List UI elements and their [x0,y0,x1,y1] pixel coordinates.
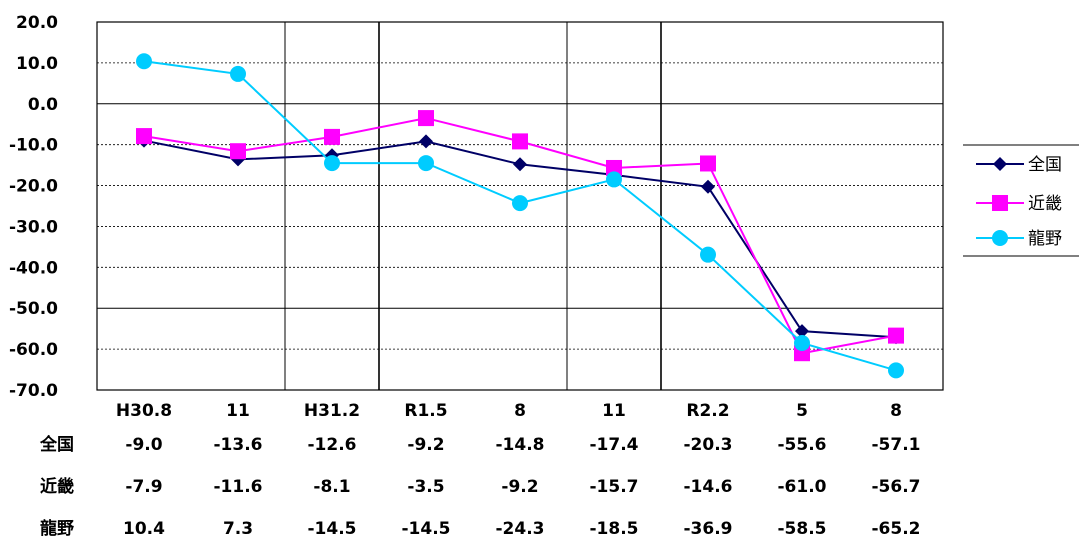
legend-label: 全国 [1028,155,1062,175]
data-point [700,246,716,263]
table-cell: -36.9 [684,519,733,538]
table-cell: -14.6 [684,477,733,497]
table-cell: -14.8 [496,435,545,455]
x-tick-label: R1.5 [404,401,447,421]
data-point [701,179,715,194]
legend-marker [993,157,1007,171]
data-point [606,171,622,188]
data-point [888,327,904,344]
y-tick-label: 20.0 [16,13,58,33]
data-point [512,133,528,150]
y-tick-label: -20.0 [9,177,58,197]
legend-marker [992,195,1008,211]
data-point [418,155,434,172]
y-tick-label: -40.0 [9,258,58,278]
data-point [324,128,340,145]
table-cell: -15.7 [590,477,639,497]
table-cell: -13.6 [214,435,263,455]
table-cell: -11.6 [214,477,263,497]
legend-label: 龍野 [1028,229,1062,249]
data-point [418,110,434,127]
table-cell: -14.5 [308,519,357,538]
x-tick-label: H30.8 [116,401,172,421]
table-cell: -57.1 [872,435,921,455]
x-tick-label: R2.2 [686,401,729,421]
data-point [419,134,433,149]
data-point [136,53,152,70]
legend-marker [992,230,1008,246]
series-line [143,60,897,372]
table-cell: -17.4 [590,435,639,455]
data-point [795,324,809,339]
data-point [700,155,716,172]
y-tick-label: -60.0 [9,340,58,360]
data-point [513,157,527,172]
y-tick-label: -70.0 [9,381,58,401]
table-cell: -65.2 [872,519,921,538]
table-cell: -61.0 [778,477,827,497]
table-cell: -3.5 [407,477,444,497]
data-point [512,195,528,212]
table-cell: -58.5 [778,519,827,538]
y-tick-label: 0.0 [28,95,58,115]
y-tick-label: -50.0 [9,299,58,319]
y-tick-label: -30.0 [9,217,58,237]
y-tick-label: 10.0 [16,54,58,74]
x-tick-label: 8 [890,401,902,421]
x-tick-label: 11 [602,401,626,421]
series-line [143,117,897,355]
x-tick-label: 5 [796,401,808,421]
table-cell: 7.3 [223,519,253,538]
table-row-label: 全国 [39,434,74,455]
data-point [230,143,246,160]
table-cell: -12.6 [308,435,357,455]
table-cell: -55.6 [778,435,827,455]
table-row-label: 近畿 [40,476,74,497]
table-cell: -8.1 [313,477,350,497]
y-tick-label: -10.0 [9,136,58,156]
table-cell: 10.4 [123,519,165,538]
table-cell: -56.7 [872,477,921,497]
table-cell: -20.3 [684,435,733,455]
legend-label: 近畿 [1028,194,1062,214]
data-point [794,334,810,351]
table-cell: -18.5 [590,519,639,538]
plot-border [96,21,944,391]
table-cell: -9.0 [125,435,162,455]
data-point [324,155,340,172]
table-cell: -14.5 [402,519,451,538]
x-tick-label: H31.2 [304,401,360,421]
data-point [136,128,152,145]
x-tick-label: 11 [226,401,250,421]
x-tick-label: 8 [514,401,526,421]
table-cell: -9.2 [501,477,538,497]
table-cell: -9.2 [407,435,444,455]
table-cell: -24.3 [496,519,545,538]
data-point [888,362,904,379]
table-row-label: 龍野 [40,518,74,538]
table-cell: -7.9 [125,477,162,497]
data-point [230,65,246,82]
data-point [606,159,622,176]
